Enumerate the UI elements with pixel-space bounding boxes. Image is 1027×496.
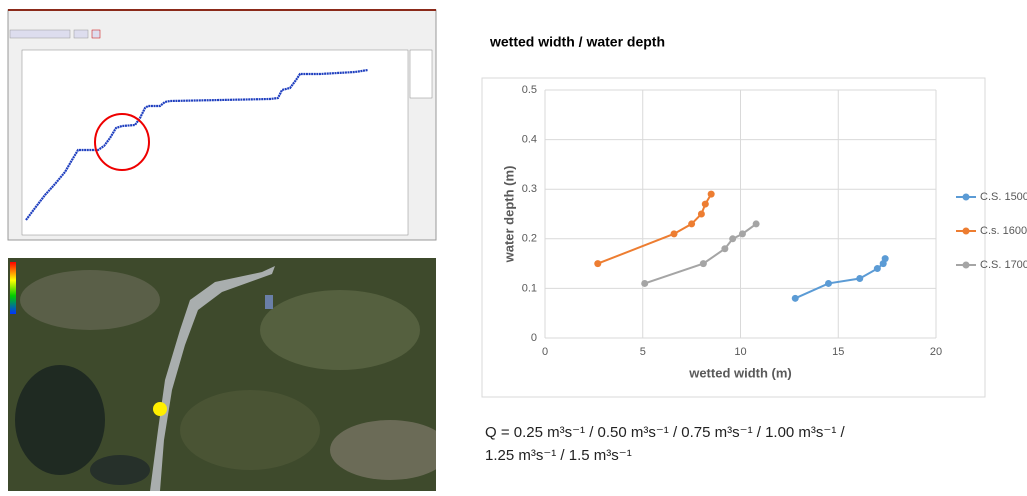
terrain (330, 420, 450, 480)
data-point (874, 265, 881, 272)
data-point (594, 260, 601, 267)
page: {"heading": "wetted width / water depth"… (0, 0, 1027, 491)
lake (90, 455, 150, 485)
legend-label: C.S. 1500 (980, 191, 1027, 203)
data-point (739, 230, 746, 237)
legend-marker (963, 262, 970, 269)
x-tick-label: 15 (832, 346, 844, 358)
satellite-map (8, 258, 450, 491)
data-point (753, 220, 760, 227)
color-bar (10, 262, 16, 314)
x-tick-label: 5 (640, 346, 646, 358)
data-point (708, 191, 715, 198)
legend-marker (963, 194, 970, 201)
data-point (702, 201, 709, 208)
y-axis-label: water depth (m) (501, 166, 516, 264)
y-tick-label: 0.2 (522, 233, 537, 245)
terrain (20, 270, 160, 330)
terrain (260, 290, 420, 370)
legend-label: C.s. 1600 (980, 225, 1027, 237)
data-point (641, 280, 648, 287)
discharge-text: 1.25 m³s⁻¹ / 1.5 m³s⁻¹ (485, 447, 632, 464)
x-tick-label: 20 (930, 346, 942, 358)
y-tick-label: 0.3 (522, 183, 537, 195)
y-tick-label: 0.4 (522, 134, 537, 146)
discharge-text: Q = 0.25 m³s⁻¹ / 0.50 m³s⁻¹ / 0.75 m³s⁻¹… (485, 424, 845, 441)
heading: wetted width / water depth (489, 34, 665, 50)
profile-plot (22, 50, 408, 235)
body: wetted width / water depth Q = 0.25 m³s⁻… (0, 0, 1027, 491)
data-point (721, 245, 728, 252)
profile-legend (410, 50, 432, 98)
profile-screenshot (8, 10, 436, 240)
reservoir (265, 295, 273, 309)
data-point (671, 230, 678, 237)
data-point (729, 235, 736, 242)
toolbar-button (92, 30, 100, 38)
y-tick-label: 0.5 (522, 84, 537, 96)
legend-marker (963, 228, 970, 235)
data-point (856, 275, 863, 282)
x-tick-label: 10 (734, 346, 746, 358)
data-point (700, 260, 707, 267)
x-axis-label: wetted width (m) (688, 365, 792, 380)
location-marker (153, 402, 167, 416)
data-point (825, 280, 832, 287)
toolbar-button (74, 30, 88, 38)
toolbar-box (10, 30, 70, 38)
terrain (180, 390, 320, 470)
x-tick-label: 0 (542, 346, 548, 358)
data-point (688, 220, 695, 227)
y-tick-label: 0 (531, 332, 537, 344)
data-point (792, 295, 799, 302)
slide: wetted width / water depth Q = 0.25 m³s⁻… (0, 0, 1027, 491)
data-point (698, 211, 705, 218)
lake (15, 365, 105, 475)
legend-label: C.S. 1700 (980, 259, 1027, 271)
data-point (882, 255, 889, 262)
y-tick-label: 0.1 (522, 282, 537, 294)
